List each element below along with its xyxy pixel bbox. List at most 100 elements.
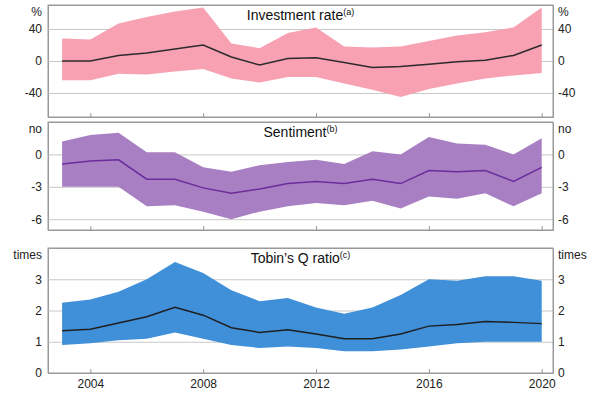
axis-line (49, 6, 554, 118)
x-tick-label: 2008 (190, 377, 217, 391)
median-line (62, 45, 542, 67)
x-tick (90, 113, 91, 117)
y-tick-label: 2 (558, 304, 565, 318)
y-tick-label: 40 (29, 22, 43, 36)
x-axis: 2004 2008 2012 2016 2020 (49, 369, 556, 391)
y-tick-label: 3 (35, 273, 42, 287)
y-tick-label: 0 (35, 366, 42, 380)
y-tick: 0 (553, 148, 565, 162)
title-note: (a) (343, 7, 354, 17)
y-tick-label: 1 (558, 335, 565, 349)
y-tick-label: 3 (558, 273, 565, 287)
unit-label: % (558, 5, 569, 19)
title-text: Sentiment (263, 124, 326, 140)
tick-mark (316, 113, 317, 117)
x-tick: 2012 (303, 369, 330, 391)
x-tick (90, 226, 91, 230)
y-tick: 3 (553, 273, 565, 287)
title-text: Tobin’s Q ratio (251, 250, 340, 266)
y-tick: 0 (35, 366, 553, 380)
y-tick-label: -3 (31, 180, 42, 194)
tick-mark (90, 369, 91, 373)
y-tick: -6 (553, 213, 569, 227)
tick-mark (203, 226, 204, 230)
x-axis (49, 113, 554, 118)
x-tick (203, 113, 204, 117)
y-tick-label: 0 (35, 148, 42, 162)
x-tick: 2004 (77, 369, 104, 391)
tick-mark (316, 226, 317, 230)
title-note: (b) (327, 124, 338, 134)
x-axis (49, 226, 554, 231)
x-tick: 2020 (529, 369, 556, 391)
plot-frame (48, 5, 553, 117)
tick-mark (203, 113, 204, 117)
title-text: Investment rate (247, 7, 344, 23)
y-tick: -40 (553, 86, 576, 100)
x-tick (542, 226, 543, 230)
grid-line (48, 93, 553, 94)
y-axis-left: -40 0 40 (25, 6, 553, 118)
x-tick-label: 2004 (77, 377, 104, 391)
y-tick-label: 0 (558, 366, 565, 380)
y-tick: -6 (31, 213, 553, 227)
y-axis-left: 0 1 2 3 (35, 249, 553, 381)
panel-title: Investment rate(a) (247, 7, 355, 23)
plot-frame (48, 248, 553, 373)
panel: 0 1 2 3 0 1 2 3 2004 2008 2012 2016 2020 times times To… (13, 248, 586, 391)
chart: -40040-40040%%Investment rate(a)-6-30-6-… (0, 0, 601, 399)
x-tick: 2008 (190, 369, 217, 391)
y-tick-label: -3 (558, 180, 569, 194)
y-tick: 40 (553, 22, 572, 36)
unit-label: no (558, 122, 572, 136)
tick-mark (429, 369, 430, 373)
unit-label: % (31, 5, 42, 19)
plot-area (62, 262, 542, 351)
x-tick (429, 226, 430, 230)
tick-mark (429, 113, 430, 117)
tick-mark (542, 113, 543, 117)
tick-mark (542, 369, 543, 373)
y-tick-label: 0 (558, 54, 565, 68)
axis-line (49, 226, 554, 231)
x-tick (542, 113, 543, 117)
panel-title: Tobin’s Q ratio(c) (251, 250, 351, 266)
unit-label: times (13, 248, 42, 262)
panel: -6 -3 0 -6 -3 0 no no Sentiment(b) (29, 122, 572, 231)
range-band (62, 133, 542, 219)
panel: -40 0 40 -40 0 40%% Investment rate(a) (25, 5, 576, 118)
x-tick (316, 113, 317, 117)
tick-mark (429, 226, 430, 230)
y-tick-label: -40 (558, 86, 576, 100)
title-note: (c) (340, 250, 351, 260)
axis-line (49, 113, 554, 118)
x-tick-label: 2012 (303, 377, 330, 391)
y-tick-label: 0 (35, 54, 42, 68)
x-tick (316, 226, 317, 230)
y-tick: 1 (553, 335, 565, 349)
axis-line (49, 123, 554, 231)
x-tick-label: 2020 (529, 377, 556, 391)
axis-line (49, 369, 554, 374)
y-tick: -3 (553, 180, 569, 194)
y-tick-label: 1 (35, 335, 42, 349)
y-tick-label: 0 (558, 148, 565, 162)
unit-label: no (29, 122, 43, 136)
range-band (62, 262, 542, 351)
tick-mark (90, 113, 91, 117)
y-axis-right: -6 -3 0 (553, 123, 569, 231)
median-line (62, 307, 542, 338)
y-tick: 0 (553, 54, 565, 68)
axis-line (49, 249, 554, 374)
y-tick: -40 (25, 86, 553, 100)
y-tick: 2 (553, 304, 565, 318)
y-tick-label: 2 (35, 304, 42, 318)
x-tick: 2016 (416, 369, 443, 391)
y-tick-label: -6 (31, 213, 42, 227)
tick-mark (90, 226, 91, 230)
median-line (62, 160, 542, 193)
plot-area (62, 133, 542, 219)
tick-mark (203, 369, 204, 373)
unit-label: times (558, 248, 587, 262)
y-axis-right: 0 1 2 3 (553, 249, 565, 381)
